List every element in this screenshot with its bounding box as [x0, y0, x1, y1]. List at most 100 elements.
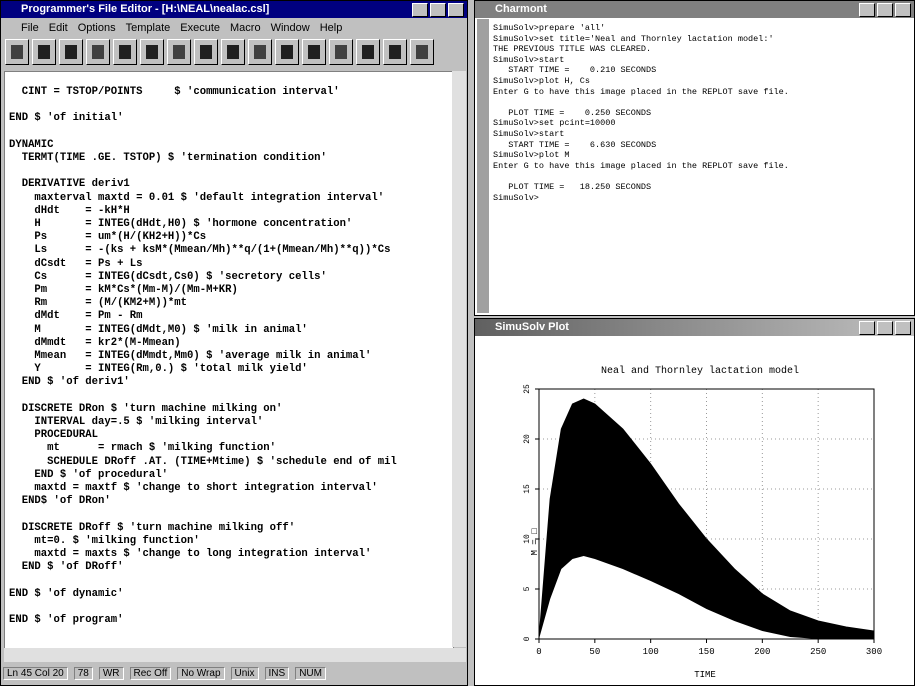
code-line: mt=0. $ 'milking function'	[9, 535, 397, 548]
menu-item[interactable]: Macro	[230, 19, 261, 37]
title-bar: SimuSolv Plot	[475, 319, 914, 336]
window-title: Charmont	[495, 3, 547, 15]
code-line: maxtd = maxtf $ 'change to short integra…	[9, 482, 397, 495]
window-title: SimuSolv Plot	[495, 321, 569, 333]
x-tick-label: 0	[536, 647, 541, 657]
code-line: END$ 'of DRon'	[9, 495, 397, 508]
toolbar-button[interactable]	[194, 39, 218, 65]
x-tick-label: 250	[810, 647, 826, 657]
code-block: END $ 'of dynamic'	[9, 588, 397, 601]
toolbar-button[interactable]	[275, 39, 299, 65]
toolbar-button[interactable]	[167, 39, 191, 65]
close[interactable]	[448, 3, 464, 17]
toolbar-button[interactable]	[32, 39, 56, 65]
toolbar-button[interactable]	[248, 39, 272, 65]
code-line: PROCEDURAL	[9, 429, 397, 442]
code-line: INTERVAL day=.5 $ 'milking interval'	[9, 416, 397, 429]
title-bar: Charmont	[475, 1, 914, 18]
code-line: M = INTEG(dMdt,M0) $ 'milk in animal'	[9, 324, 397, 337]
toolbar-button[interactable]	[410, 39, 434, 65]
code-line: END $ 'of procedural'	[9, 469, 397, 482]
code-block: DERIVATIVE deriv1 maxterval maxtd = 0.01…	[9, 178, 397, 389]
maximize[interactable]	[877, 3, 893, 17]
minimize[interactable]	[859, 321, 875, 335]
toolbar-button[interactable]	[302, 39, 326, 65]
x-tick-label: 150	[698, 647, 714, 657]
code-line: END $ 'of initial'	[9, 112, 397, 125]
menu-item[interactable]: Template	[126, 19, 171, 37]
chart: Neal and Thornley lactation model TIME M…	[475, 337, 914, 685]
code-line: Mmean = INTEG(dMmdt,Mm0) $ 'average milk…	[9, 350, 397, 363]
status-field: WR	[99, 667, 124, 680]
minimize[interactable]	[412, 3, 428, 17]
maximize[interactable]	[430, 3, 446, 17]
code-line: END $ 'of DRoff'	[9, 561, 397, 574]
y-tick-label: 5	[523, 586, 532, 591]
code-line: Ls = -(ks + ksM*(Mmean/Mh)**q/(1+(Mmean/…	[9, 244, 397, 257]
code-line: DYNAMIC	[9, 139, 397, 152]
editor-area[interactable]: CINT = TSTOP/POINTS $ 'communication int…	[4, 71, 454, 649]
close[interactable]	[895, 3, 911, 17]
code-block: END $ 'of initial'	[9, 112, 397, 125]
menu-item[interactable]: Edit	[49, 19, 68, 37]
menu-bar: File Edit Options Template Execute Macro Windo…	[21, 19, 342, 37]
code-line: DISCRETE DRoff $ 'turn machine milking o…	[9, 522, 397, 535]
toolbar-button[interactable]	[5, 39, 29, 65]
code-line: DERIVATIVE deriv1	[9, 178, 397, 191]
toolbar-button[interactable]	[383, 39, 407, 65]
menu-item[interactable]: Options	[78, 19, 116, 37]
menu-item[interactable]: Window	[271, 19, 310, 37]
close[interactable]	[895, 321, 911, 335]
x-tick-label: 300	[866, 647, 882, 657]
menu-item[interactable]: File	[21, 19, 39, 37]
chart-title: Neal and Thornley lactation model	[601, 365, 799, 377]
code-line: dMmdt = kr2*(M-Mmean)	[9, 337, 397, 350]
toolbar-button[interactable]	[356, 39, 380, 65]
terminal-output: SimuSolv>prepare 'all'SimuSolv>set title…	[493, 23, 789, 214]
toolbar-button[interactable]	[113, 39, 137, 65]
plot-window: SimuSolv Plot Neal and Thornley lactatio…	[474, 318, 915, 686]
terminal-block: SimuSolv>prepare 'all'SimuSolv>set title…	[493, 23, 789, 97]
code-line: SCHEDULE DRoff .AT. (TIME+Mtime) $ 'sche…	[9, 456, 397, 469]
maximize[interactable]	[877, 321, 893, 335]
terminal-line: START TIME = 6.630 SECONDS	[493, 140, 789, 151]
terminal-block: PLOT TIME = 18.250 SECONDSSimuSolv>	[493, 182, 789, 203]
toolbar-button[interactable]	[86, 39, 110, 65]
scrollbar[interactable]	[477, 19, 489, 313]
code-line: DISCRETE DRon $ 'turn machine milking on…	[9, 403, 397, 416]
code-line: Y = INTEG(Rm,0.) $ 'total milk yield'	[9, 363, 397, 376]
terminal-line: Enter G to have this image placed in the…	[493, 161, 789, 172]
terminal-line: SimuSolv>set title='Neal and Thornley la…	[493, 34, 789, 45]
status-field: No Wrap	[177, 667, 224, 680]
terminal-line: SimuSolv>set pcint=10000	[493, 118, 789, 129]
terminal-line: SimuSolv>start	[493, 55, 789, 66]
code-line: mt = rmach $ 'milking function'	[9, 442, 397, 455]
toolbar-button[interactable]	[221, 39, 245, 65]
status-field: NUM	[295, 667, 326, 680]
terminal-line: PLOT TIME = 0.250 SECONDS	[493, 108, 789, 119]
toolbar-button[interactable]	[59, 39, 83, 65]
toolbar-button[interactable]	[329, 39, 353, 65]
code-line: END $ 'of program'	[9, 614, 397, 627]
code-line: Cs = INTEG(dCsdt,Cs0) $ 'secretory cells…	[9, 271, 397, 284]
terminal-line: THE PREVIOUS TITLE WAS CLEARED.	[493, 44, 789, 55]
toolbar-button[interactable]	[140, 39, 164, 65]
code: CINT = TSTOP/POINTS $ 'communication int…	[9, 86, 397, 640]
menu-item[interactable]: Execute	[180, 19, 220, 37]
status-field: Rec Off	[130, 667, 172, 680]
scrollbar[interactable]	[452, 71, 466, 647]
minimize[interactable]	[859, 3, 875, 17]
h-scrollbar[interactable]	[4, 648, 466, 662]
y-tick-label: 15	[523, 484, 532, 494]
code-block: END $ 'of program'	[9, 614, 397, 627]
code-block: DISCRETE DRoff $ 'turn machine milking o…	[9, 522, 397, 575]
status-field: Unix	[231, 667, 259, 680]
code-line: Pm = kM*Cs*(Mm-M)/(Mm-M+KR)	[9, 284, 397, 297]
code-line: Rm = (M/(KM2+M))*mt	[9, 297, 397, 310]
menu-item[interactable]: Help	[320, 19, 343, 37]
code-line: dCsdt = Ps + Ls	[9, 258, 397, 271]
terminal-block: PLOT TIME = 0.250 SECONDSSimuSolv>set pc…	[493, 108, 789, 172]
terminal-line: SimuSolv>start	[493, 129, 789, 140]
terminal-line: SimuSolv>	[493, 193, 789, 204]
window-title: Programmer's File Editor - [H:\NEAL\neal…	[21, 3, 269, 15]
